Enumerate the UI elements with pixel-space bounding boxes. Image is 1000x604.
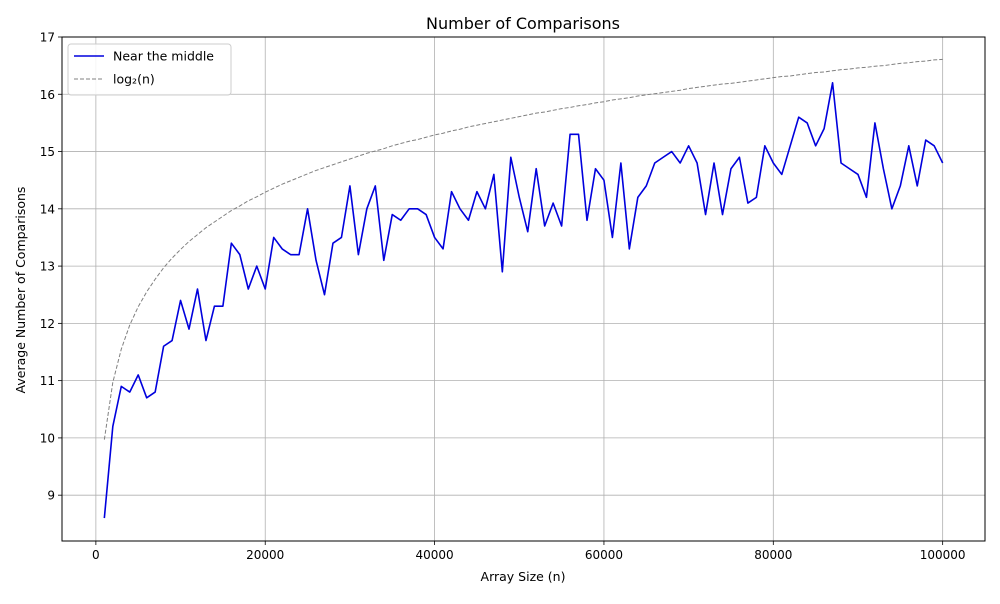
x-axis-ticks: 0 20000 40000 60000 80000 100000: [92, 541, 966, 562]
y-tick-label: 13: [40, 260, 55, 274]
y-tick-label: 15: [40, 145, 55, 159]
legend-label-log2: log₂(n): [113, 72, 155, 87]
x-tick-label: 60000: [585, 548, 623, 562]
chart-title: Number of Comparisons: [426, 14, 620, 33]
series-line-log2: [103, 58, 943, 440]
grid-layer: [62, 36, 985, 541]
x-tick-label: 0: [92, 548, 100, 562]
y-tick-label: 16: [40, 88, 55, 102]
x-tick-label: 40000: [415, 548, 453, 562]
x-tick-label: 80000: [754, 548, 792, 562]
y-tick-label: 14: [40, 202, 55, 216]
series-line-near-middle: [103, 82, 944, 519]
y-tick-label: 11: [40, 374, 55, 388]
legend-label-near-middle: Near the middle: [113, 49, 214, 64]
y-axis-ticks: 9 10 11 12 13 14 15 16 17: [40, 31, 62, 503]
legend: Near the middle log₂(n): [67, 43, 232, 96]
legend-box: [67, 43, 232, 96]
y-axis-title: Average Number of Comparisons: [13, 187, 28, 394]
y-tick-label: 9: [47, 489, 55, 503]
y-tick-label: 10: [40, 431, 55, 445]
x-tick-label: 20000: [246, 548, 284, 562]
y-tick-label: 17: [40, 31, 55, 45]
plot-frame: [61, 36, 986, 542]
x-axis-title: Array Size (n): [481, 569, 566, 584]
x-tick-label: 100000: [920, 548, 966, 562]
series-layer: [103, 58, 944, 519]
y-tick-label: 12: [40, 317, 55, 331]
